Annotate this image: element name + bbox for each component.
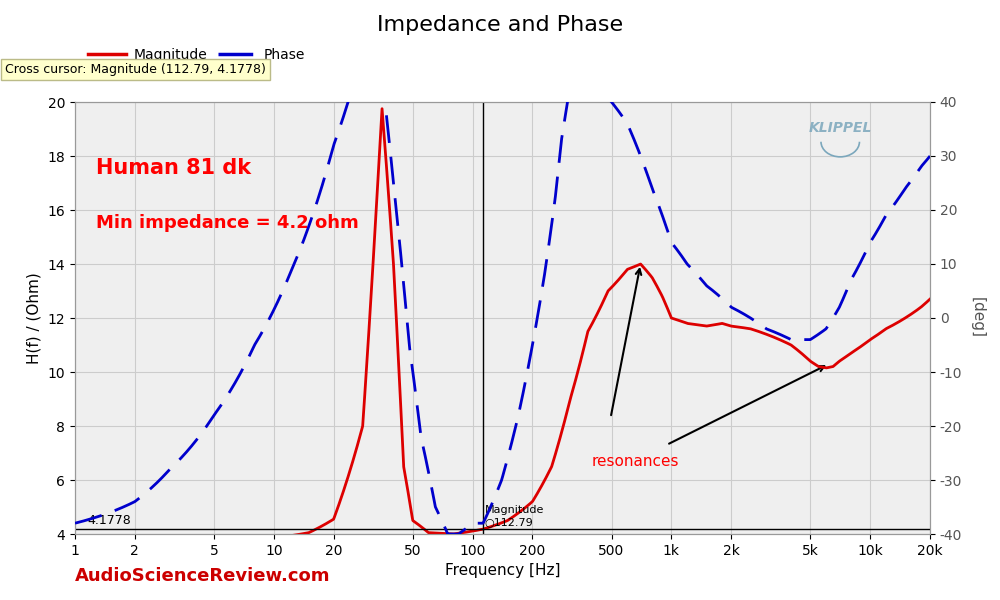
Text: Magnitude
○112.79: Magnitude ○112.79 <box>485 505 544 527</box>
Text: AudioScienceReview.com: AudioScienceReview.com <box>75 567 330 585</box>
Y-axis label: H(f) / (Ohm): H(f) / (Ohm) <box>27 272 42 364</box>
Text: Impedance and Phase: Impedance and Phase <box>377 15 623 35</box>
Text: 4.1778: 4.1778 <box>87 514 131 527</box>
Text: KLIPPEL: KLIPPEL <box>809 121 872 136</box>
Text: Human 81 dk: Human 81 dk <box>96 158 252 178</box>
Text: resonances: resonances <box>591 455 679 469</box>
Legend: Magnitude, Phase: Magnitude, Phase <box>82 42 311 67</box>
Text: Min impedance = 4.2 ohm: Min impedance = 4.2 ohm <box>96 214 359 232</box>
Y-axis label: [deg]: [deg] <box>969 298 984 338</box>
Text: Cross cursor: Magnitude (112.79, 4.1778): Cross cursor: Magnitude (112.79, 4.1778) <box>5 63 266 76</box>
X-axis label: Frequency [Hz]: Frequency [Hz] <box>445 563 560 578</box>
